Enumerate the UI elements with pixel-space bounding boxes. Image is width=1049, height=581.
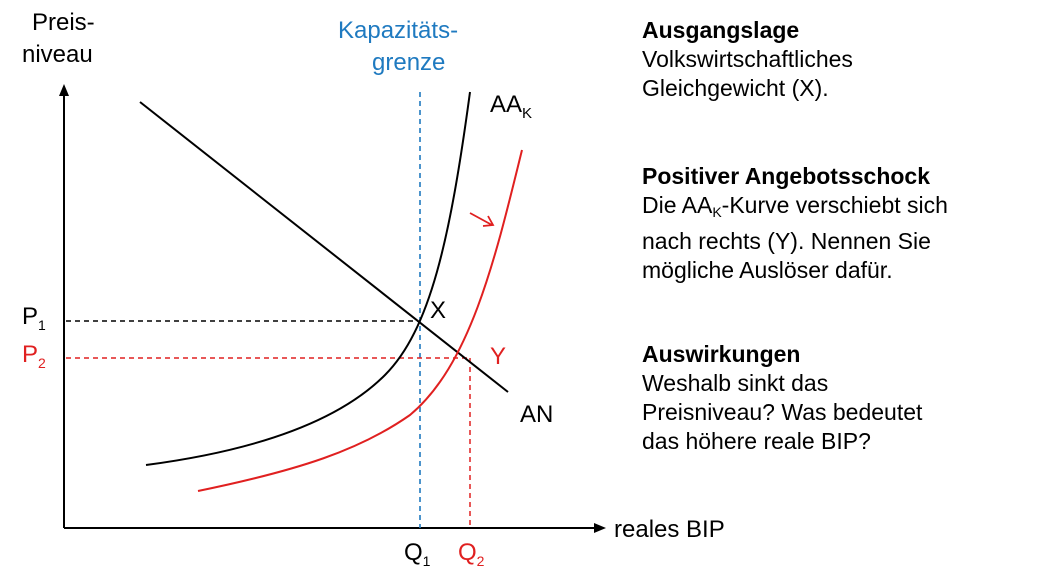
- point-y-label: Y: [490, 343, 506, 370]
- section-heading: Positiver Angebotsschock: [642, 163, 931, 189]
- section-text: Die AAK-Kurve verschiebt sich: [642, 192, 948, 220]
- q2-label: Q2: [458, 539, 485, 569]
- p1-label: P1: [22, 303, 46, 333]
- aa-k-label: AAK: [490, 91, 532, 122]
- section-text: das höhere reale BIP?: [642, 428, 871, 454]
- section-text: nach rechts (Y). Nennen Sie: [642, 228, 931, 254]
- p2-label: P2: [22, 341, 46, 371]
- q1-label: Q1: [404, 539, 431, 569]
- section-text: Volkswirtschaftliches: [642, 46, 853, 72]
- aa-k-curve: [145, 91, 471, 466]
- an-curve: [139, 101, 509, 393]
- y-axis-label-line1: Preis-: [32, 9, 95, 36]
- capacity-label-line2: grenze: [372, 49, 445, 76]
- section-heading: Ausgangslage: [642, 17, 800, 43]
- section-text: Weshalb sinkt das: [642, 370, 829, 396]
- point-x-label: X: [430, 297, 446, 324]
- x-axis-arrow: [594, 523, 606, 533]
- x-axis-label: reales BIP: [614, 516, 725, 543]
- section-text: Gleichgewicht (X).: [642, 75, 829, 101]
- an-label: AN: [520, 401, 553, 428]
- section-text: mögliche Auslöser dafür.: [642, 257, 893, 283]
- section-effects: Auswirkungen Weshalb sinkt das Preisnive…: [642, 340, 1042, 456]
- shift-arrow: [469, 212, 493, 226]
- capacity-label-line1: Kapazitäts-: [338, 17, 458, 44]
- y-axis-label-line2: niveau: [22, 41, 93, 68]
- section-initial-situation: Ausgangslage Volkswirtschaftliches Gleic…: [642, 16, 1042, 103]
- section-text: Preisniveau? Was bedeutet: [642, 399, 923, 425]
- aa-k-shifted-curve: [197, 149, 523, 492]
- section-positive-supply-shock: Positiver Angebotsschock Die AAK-Kurve v…: [642, 162, 1042, 285]
- shift-arrow-head: [482, 215, 495, 227]
- section-heading: Auswirkungen: [642, 341, 801, 367]
- y-axis-arrow: [59, 84, 69, 96]
